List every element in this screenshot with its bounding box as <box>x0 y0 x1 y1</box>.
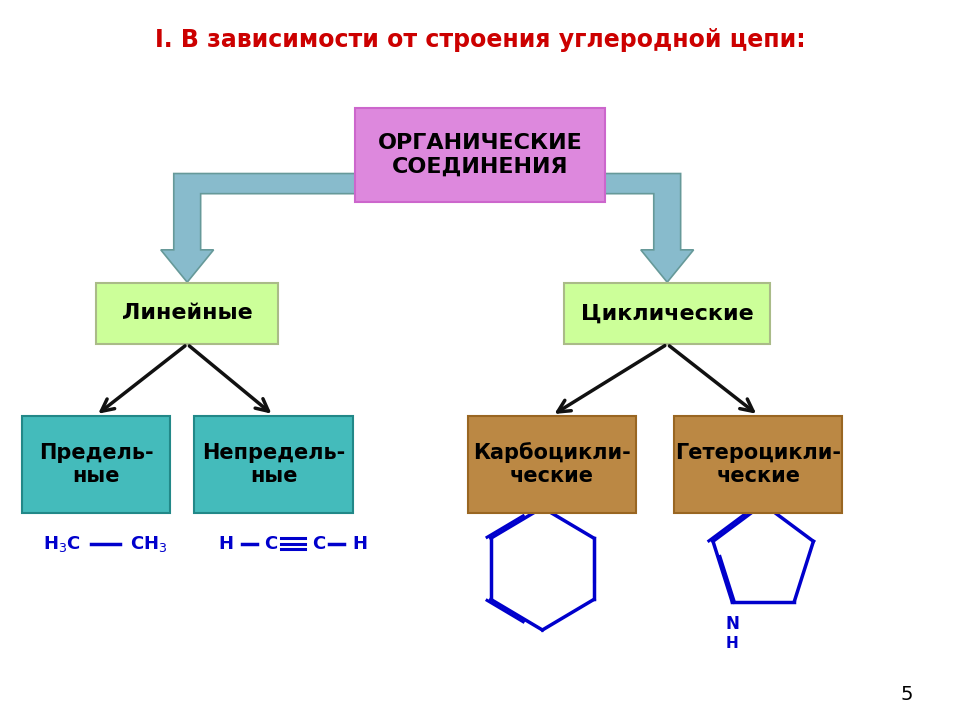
Text: Гетероцикли-
ческие: Гетероцикли- ческие <box>676 443 841 486</box>
Text: Карбоцикли-
ческие: Карбоцикли- ческие <box>473 442 631 487</box>
Text: ОРГАНИЧЕСКИЕ
СОЕДИНЕНИЯ: ОРГАНИЧЕСКИЕ СОЕДИНЕНИЯ <box>377 133 583 176</box>
Text: 5: 5 <box>900 685 914 704</box>
Text: Линейные: Линейные <box>122 303 252 323</box>
Text: Циклические: Циклические <box>581 303 754 323</box>
Text: C: C <box>312 534 325 553</box>
FancyBboxPatch shape <box>96 283 278 344</box>
Text: Непредель-
ные: Непредель- ные <box>202 443 346 486</box>
Text: N: N <box>725 615 739 633</box>
Text: H$_3$C: H$_3$C <box>43 534 82 554</box>
Text: H: H <box>352 534 368 553</box>
FancyBboxPatch shape <box>22 416 170 513</box>
FancyBboxPatch shape <box>355 108 605 202</box>
Text: I. В зависимости от строения углеродной цепи:: I. В зависимости от строения углеродной … <box>155 27 805 52</box>
Text: CH$_3$: CH$_3$ <box>131 534 167 554</box>
Polygon shape <box>161 174 358 282</box>
FancyBboxPatch shape <box>564 283 770 344</box>
FancyBboxPatch shape <box>674 416 843 513</box>
FancyBboxPatch shape <box>194 416 352 513</box>
Text: Предель-
ные: Предель- ные <box>38 443 154 486</box>
Polygon shape <box>602 174 693 282</box>
Text: H: H <box>726 636 738 652</box>
Text: H: H <box>218 534 233 553</box>
Text: C: C <box>264 534 277 553</box>
FancyBboxPatch shape <box>468 416 636 513</box>
